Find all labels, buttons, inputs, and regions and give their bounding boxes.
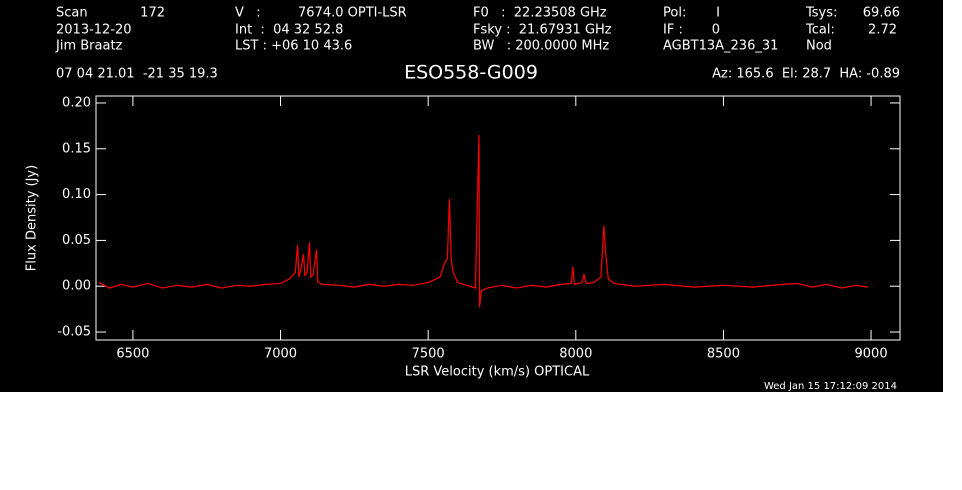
y-tick-label: -0.05	[57, 325, 91, 340]
header-text: Tcal:	[805, 23, 835, 38]
x-tick-label: 9000	[855, 347, 888, 362]
header-text: Jim Braatz	[55, 39, 123, 54]
header-text: I	[716, 6, 720, 21]
header-text: LST : +06 10 43.6	[235, 39, 352, 54]
header-text: Scan	[56, 6, 88, 21]
header-text: F0 : 22.23508 GHz	[473, 6, 607, 21]
x-tick-label: 7500	[412, 347, 445, 362]
x-tick-label: 8000	[559, 347, 592, 362]
header-text: 69.66	[863, 6, 900, 21]
y-tick-label: 0.15	[62, 141, 91, 156]
plot-frame	[95, 95, 901, 341]
header-text: 172	[140, 6, 165, 21]
spectrum-line	[98, 135, 869, 308]
header-text: 0	[712, 23, 720, 38]
y-tick-label: 0.20	[62, 95, 91, 110]
x-tick-label: 6500	[116, 347, 149, 362]
header-text: V :	[235, 6, 261, 21]
plot-background	[0, 0, 943, 392]
y-tick-label: 0.00	[62, 279, 91, 294]
header-text: 2.72	[868, 23, 897, 38]
header-text: Fsky : 21.67931 GHz	[473, 23, 612, 38]
x-tick-label: 7000	[264, 347, 297, 362]
header-text: 7674.0 OPTI-LSR	[298, 6, 407, 21]
header-text: Nod	[806, 39, 832, 54]
header-text: IF :	[663, 23, 683, 38]
timestamp: Wed Jan 15 17:12:09 2014	[764, 381, 897, 392]
header-text: Pol:	[663, 6, 686, 21]
header-text: 07 04 21.01 -21 35 19.3	[56, 67, 218, 82]
x-tick-label: 8500	[707, 347, 740, 362]
chart-title: ESO558-G009	[404, 62, 538, 84]
header-text: Int : 04 32 52.8	[235, 23, 343, 38]
header-text: AGBT13A_236_31	[663, 39, 778, 54]
header-text: BW : 200.0000 MHz	[473, 39, 609, 54]
header-text: Tsys:	[805, 6, 837, 21]
x-axis-label: LSR Velocity (km/s) OPTICAL	[405, 365, 590, 380]
y-tick-label: 0.05	[62, 233, 91, 248]
y-axis-label: Flux Density (Jy)	[25, 165, 40, 271]
header-text: Az: 165.6 El: 28.7 HA: -0.89	[712, 67, 900, 82]
y-tick-label: 0.10	[62, 187, 91, 202]
header-text: 2013-12-20	[56, 23, 132, 38]
